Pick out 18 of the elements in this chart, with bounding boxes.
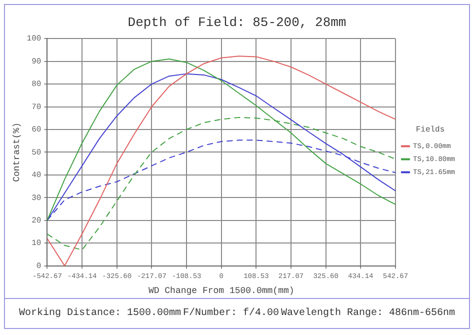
y-tick-label: 10 <box>32 239 42 248</box>
y-tick-label: 80 <box>32 80 42 90</box>
y-tick-label: 20 <box>32 216 42 226</box>
y-tick-label: 50 <box>32 148 42 158</box>
chart-title: Depth of Field: 85-200, 28mm <box>128 15 346 30</box>
x-axis-title: WD Change From 1500.0mm(mm) <box>148 286 294 296</box>
y-tick-label: 90 <box>32 57 42 66</box>
y-tick-label: 40 <box>32 171 42 180</box>
y-axis-title: Contrast(%) <box>12 122 22 182</box>
y-tick-label: 60 <box>32 126 42 135</box>
text: F/Number: f/4.00 <box>182 308 279 319</box>
y-tick-label: 100 <box>26 34 42 44</box>
y-tick-label: 70 <box>32 102 42 112</box>
y-tick-label: 30 <box>32 194 42 203</box>
y-tick-label: 0 <box>36 262 42 271</box>
text: Wavelength Range: 486nm-656nm <box>280 308 455 319</box>
text: Working Distance: 1500.00mm <box>19 308 182 319</box>
legend-title: Fields <box>416 125 445 134</box>
